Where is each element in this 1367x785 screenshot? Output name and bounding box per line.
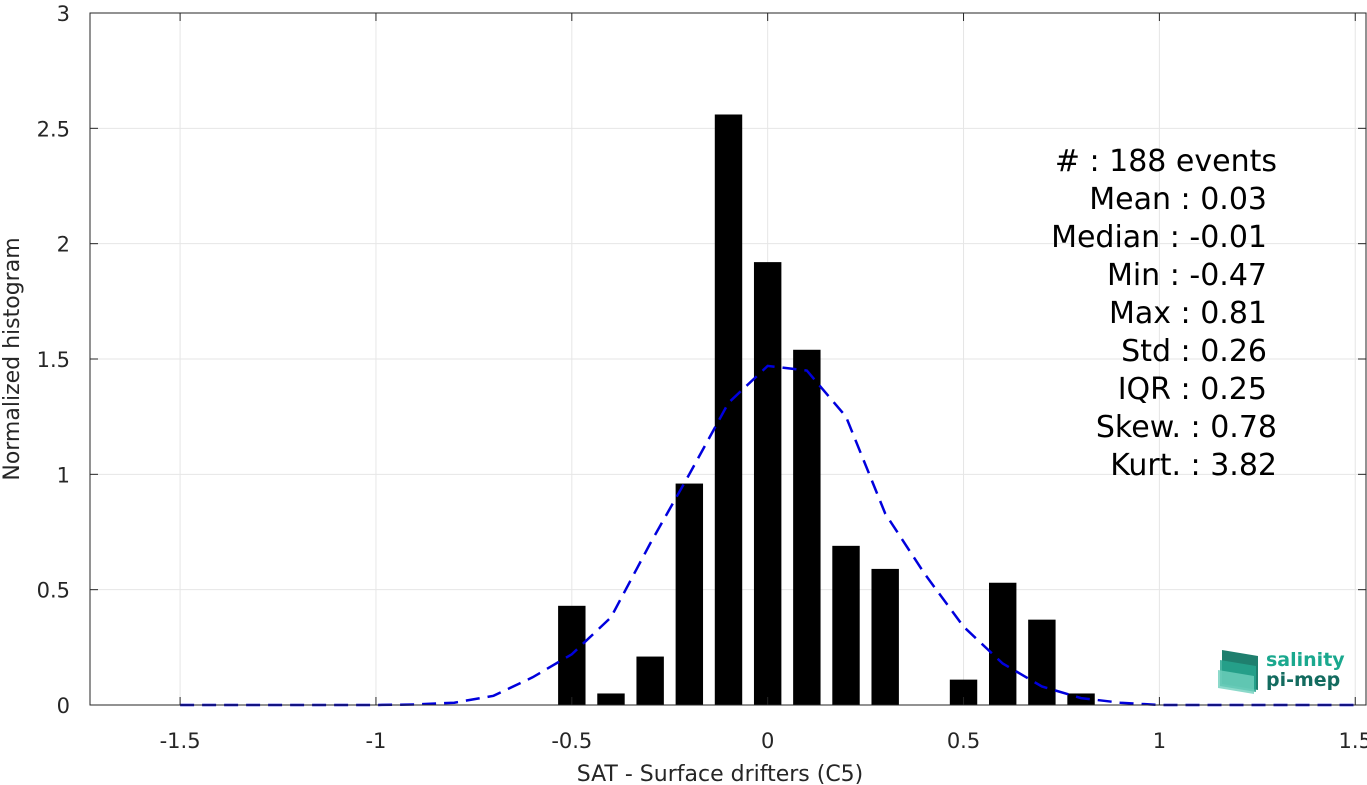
statistics-annotation: # : 188 events Mean : 0.03 Median : -0.0… [1051,144,1277,483]
x-tick-label: 1.5 [1339,729,1367,753]
x-tick-label: 0.5 [947,729,980,753]
x-axis-label: SAT - Surface drifters (C5) [577,762,864,785]
stat-mean: Mean : 0.03 [1089,182,1267,217]
stat-skew: Skew. : 0.78 [1096,410,1277,445]
histogram-bar [1028,619,1056,705]
x-tick-label: 0 [761,729,774,753]
stat-min: Min : -0.47 [1107,258,1267,293]
histogram-bar [832,545,860,705]
histogram-bar [675,483,704,705]
stat-iqr: IQR : 0.25 [1118,372,1267,407]
logo-text-pi-mep: pi-mep [1266,669,1340,691]
y-tick-label: 3 [57,2,70,26]
gaussian-fit-curve [180,364,1356,707]
histogram-bars [558,114,1095,705]
stat-events: # : 188 events [1055,144,1277,179]
salinity-pi-mep-logo: salinity pi-mep [1218,649,1345,694]
y-axis-label: Normalized histogram [0,237,25,480]
y-tick-label: 1.5 [37,348,70,372]
y-tick-label: 2.5 [37,117,70,141]
y-axis-ticks: 0 0.5 1 1.5 2 2.5 3 [37,2,1366,718]
x-tick-label: -1.5 [160,729,201,753]
x-axis-ticks: -1.5 -1 -0.5 0 0.5 1 1.5 [160,13,1367,753]
x-tick-label: 1 [1153,729,1166,753]
histogram-bar [714,114,743,705]
y-tick-label: 2 [57,233,70,257]
histogram-bar [597,693,625,705]
histogram-bar [871,568,899,705]
stat-std: Std : 0.26 [1121,334,1267,369]
y-tick-label: 1 [57,463,70,487]
y-tick-label: 0 [57,694,70,718]
wave-logo-icon [1218,650,1258,694]
y-tick-label: 0.5 [37,579,70,603]
x-tick-label: -1 [365,729,386,753]
stat-max: Max : 0.81 [1109,296,1267,331]
histogram-bar [636,656,664,705]
histogram-bar [988,582,1017,705]
x-tick-label: -0.5 [551,729,592,753]
stat-kurt: Kurt. : 3.82 [1110,448,1277,483]
logo-text-salinity: salinity [1266,649,1345,671]
histogram-bar [753,262,782,705]
stat-median: Median : -0.01 [1051,220,1267,255]
histogram-bar [793,349,821,705]
fit-curve-line [180,364,1356,707]
